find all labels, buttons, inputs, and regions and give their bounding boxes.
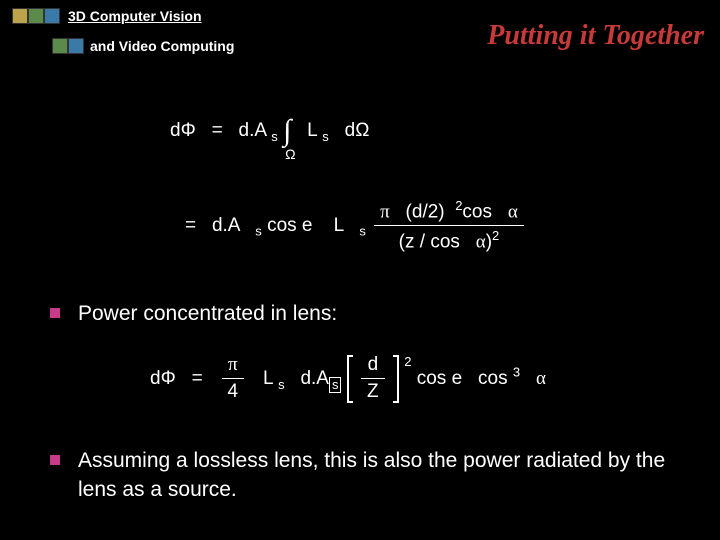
bullet-icon [50,308,60,318]
eq-text: dΩ [345,120,370,141]
alpha-icon: α [476,232,486,253]
eq-text [228,120,233,141]
frac-den: Z [361,379,385,403]
eq-text [318,215,329,236]
eq-text [395,201,400,222]
frac-den: 4 [222,379,245,403]
eq-text: cos e [417,368,462,389]
eq-text: L [334,215,344,236]
int-lower: Ω [285,146,295,162]
square-icon [12,8,28,24]
eq-sup: 3 [513,365,520,380]
eq-text [181,368,186,389]
square-icon [44,8,60,24]
bracket-left-icon [347,355,353,403]
eq-sup: 2 [404,354,411,369]
subtitle-logo-squares [52,38,84,54]
eq-sub: s [271,129,278,144]
eq-text: cos [462,201,492,222]
eq-text: dΦ [150,368,176,389]
eq-text [252,368,257,389]
eq-text [245,215,250,236]
eq-text: L [307,120,317,141]
eq-text [297,120,302,141]
eq-text: L [263,368,273,389]
pi-icon: π [380,201,390,222]
eq-text: = [212,120,223,141]
eq-text [334,120,339,141]
eq-text: d.A [300,368,329,389]
frac-den: (z / cos α)2 [374,226,524,253]
equation-1: dΦ = d.A s ∫Ω L s dΩ [170,114,670,148]
eq-text: dΦ [170,120,196,141]
alpha-icon: α [536,368,546,389]
eq-text [465,232,470,253]
boxed-sub: s [329,377,342,393]
square-icon [68,38,84,54]
eq-text: (z / cos [399,232,460,253]
bullet-1-row: Power concentrated in lens: [50,300,670,328]
content-area: dΦ = d.A s ∫Ω L s dΩ = d.A s cos e L s π… [0,60,720,504]
eq-text [290,368,295,389]
fraction: π 4 [222,354,245,403]
square-icon [52,38,68,54]
eq-text [349,215,354,236]
fraction: d Z [361,354,385,403]
eq-text: cos e [267,215,312,236]
eq-sub: s [255,224,262,239]
eq-text: = [192,368,203,389]
frac-num: d [361,354,385,379]
bracket-right-icon [393,355,399,403]
bullet-icon [50,455,60,465]
bullet-2-text: Assuming a lossless lens, this is also t… [78,447,670,504]
eq-sup: 2 [492,228,499,243]
eq-text [497,201,502,222]
eq-sub: s [359,224,366,239]
bullet-1-text: Power concentrated in lens: [78,300,337,328]
course-title: 3D Computer Vision [68,8,202,24]
frac-num: π (d/2) 2cos α [374,198,524,226]
fraction: π (d/2) 2cos α (z / cos α)2 [374,198,524,254]
eq-text [525,368,530,389]
eq-sub: s [322,129,329,144]
equation-3: dΦ = π 4 L s d.As d Z 2 cos e cos 3 α [150,354,670,403]
eq-text [467,368,472,389]
eq-text: (d/2) [406,201,445,222]
square-icon [28,8,44,24]
equation-2: = d.A s cos e L s π (d/2) 2cos α (z / co… [185,198,670,254]
slide-title: Putting it Together [487,20,704,52]
eq-text: = [185,215,196,236]
integral-icon: ∫Ω [283,114,291,148]
eq-text [208,368,213,389]
eq-text [201,120,206,141]
header-logo-squares [12,8,60,24]
eq-text: cos [478,368,508,389]
bullet-2-row: Assuming a lossless lens, this is also t… [50,447,670,504]
eq-text: d.A [212,215,239,236]
alpha-icon: α [508,201,518,222]
eq-text [201,215,206,236]
pi-icon: π [222,354,245,379]
subtitle-text: and Video Computing [90,38,234,54]
eq-sub: s [278,377,285,392]
eq-text: d.A [239,120,266,141]
